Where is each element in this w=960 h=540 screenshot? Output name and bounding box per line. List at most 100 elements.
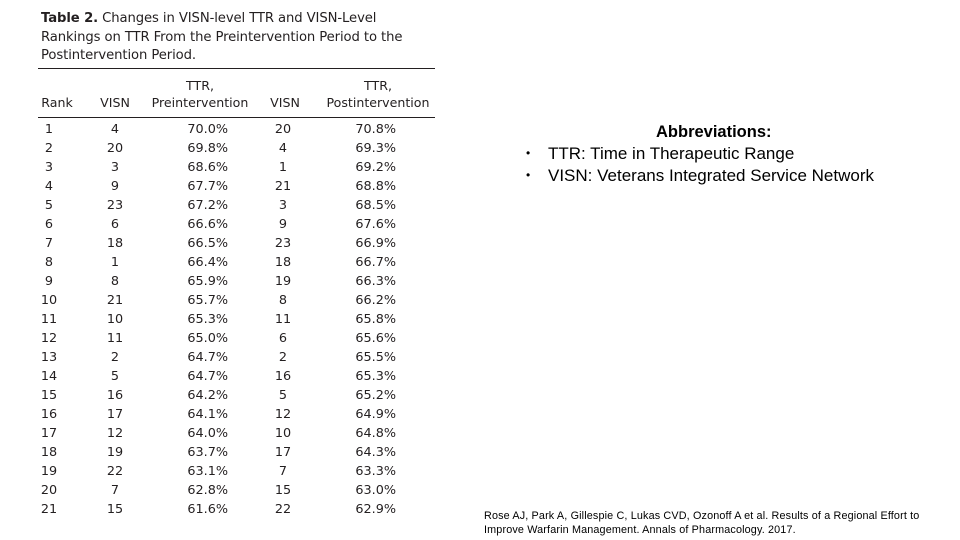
- cell-ttr-post: 68.8%: [355, 179, 396, 194]
- cell-visn-post: 9: [278, 217, 288, 232]
- cell-ttr-post: 66.9%: [355, 236, 396, 251]
- cell-visn-post: 17: [274, 445, 292, 460]
- cell-visn-pre: 17: [106, 407, 124, 422]
- table-row: 7 18 66.5% 23 66.9%: [38, 234, 435, 253]
- table-row: 16 17 64.1% 12 64.9%: [38, 405, 435, 424]
- cell-visn-post: 15: [274, 483, 292, 498]
- cell-ttr-pre: 61.6%: [187, 502, 228, 517]
- cell-rank: 20: [40, 483, 58, 498]
- cell-visn-post: 12: [274, 407, 292, 422]
- cell-rank: 4: [44, 179, 54, 194]
- cell-ttr-post: 65.6%: [355, 331, 396, 346]
- cell-rank: 19: [40, 464, 58, 479]
- cell-visn-pre: 12: [106, 426, 124, 441]
- cell-ttr-post: 62.9%: [355, 502, 396, 517]
- table-row: 9 8 65.9% 19 66.3%: [38, 272, 435, 291]
- cell-rank: 11: [40, 312, 58, 327]
- cell-ttr-post: 64.8%: [355, 426, 396, 441]
- cell-visn-pre: 8: [110, 274, 120, 289]
- cell-ttr-pre: 64.2%: [187, 388, 228, 403]
- cell-ttr-pre: 67.2%: [187, 198, 228, 213]
- table-row: 19 22 63.1% 7 63.3%: [38, 462, 435, 481]
- cell-visn-post: 11: [274, 312, 292, 327]
- cell-ttr-pre: 69.8%: [187, 141, 228, 156]
- cell-visn-post: 1: [278, 160, 288, 175]
- cell-visn-post: 3: [278, 198, 288, 213]
- cell-visn-pre: 11: [106, 331, 124, 346]
- table-row: 4 9 67.7% 21 68.8%: [38, 177, 435, 196]
- cell-visn-post: 6: [278, 331, 288, 346]
- header-ttr-post: TTR, Postintervention: [322, 77, 434, 111]
- cell-visn-post: 20: [274, 122, 292, 137]
- cell-ttr-pre: 65.0%: [187, 331, 228, 346]
- cell-visn-pre: 10: [106, 312, 124, 327]
- cell-ttr-post: 65.8%: [355, 312, 396, 327]
- cell-ttr-post: 66.7%: [355, 255, 396, 270]
- table-row: 17 12 64.0% 10 64.8%: [38, 424, 435, 443]
- table-row: 6 6 66.6% 9 67.6%: [38, 215, 435, 234]
- cell-visn-post: 18: [274, 255, 292, 270]
- cell-ttr-pre: 63.7%: [187, 445, 228, 460]
- cell-visn-post: 23: [274, 236, 292, 251]
- cell-ttr-pre: 65.3%: [187, 312, 228, 327]
- cell-ttr-pre: 65.7%: [187, 293, 228, 308]
- table-row: 5 23 67.2% 3 68.5%: [38, 196, 435, 215]
- cell-ttr-pre: 64.1%: [187, 407, 228, 422]
- cell-ttr-post: 63.3%: [355, 464, 396, 479]
- header-ttr-pre: TTR, Preintervention: [146, 77, 254, 111]
- cell-ttr-pre: 64.7%: [187, 369, 228, 384]
- cell-visn-pre: 7: [110, 483, 120, 498]
- cell-ttr-post: 69.2%: [355, 160, 396, 175]
- cell-ttr-post: 69.3%: [355, 141, 396, 156]
- cell-visn-post: 2: [278, 350, 288, 365]
- table-row: 1 4 70.0% 20 70.8%: [38, 120, 435, 139]
- header-ttr-pre-line2: Preintervention: [151, 95, 249, 110]
- abbreviation-item: • TTR: Time in Therapeutic Range: [526, 143, 874, 165]
- cell-ttr-post: 64.3%: [355, 445, 396, 460]
- cell-ttr-post: 66.3%: [355, 274, 396, 289]
- cell-ttr-post: 67.6%: [355, 217, 396, 232]
- header-ttr-post-line2: Postintervention: [326, 95, 430, 110]
- cell-ttr-post: 70.8%: [355, 122, 396, 137]
- table-row: 20 7 62.8% 15 63.0%: [38, 481, 435, 500]
- cell-visn-post: 8: [278, 293, 288, 308]
- cell-visn-pre: 5: [110, 369, 120, 384]
- cell-visn-pre: 4: [110, 122, 120, 137]
- cell-rank: 17: [40, 426, 58, 441]
- table-row: 3 3 68.6% 1 69.2%: [38, 158, 435, 177]
- table-caption: Table 2. Changes in VISN-level TTR and V…: [41, 10, 436, 66]
- cell-visn-pre: 9: [110, 179, 120, 194]
- cell-ttr-post: 65.2%: [355, 388, 396, 403]
- cell-visn-pre: 16: [106, 388, 124, 403]
- cell-ttr-pre: 64.7%: [187, 350, 228, 365]
- cell-ttr-pre: 65.9%: [187, 274, 228, 289]
- cell-ttr-pre: 64.0%: [187, 426, 228, 441]
- cell-ttr-post: 66.2%: [355, 293, 396, 308]
- header-rank: Rank: [41, 95, 73, 110]
- cell-ttr-pre: 63.1%: [187, 464, 228, 479]
- abbreviation-text: TTR: Time in Therapeutic Range: [548, 144, 795, 163]
- cell-visn-post: 22: [274, 502, 292, 517]
- header-ttr-post-line1: TTR,: [364, 78, 392, 93]
- table-figure: Table 2. Changes in VISN-level TTR and V…: [38, 8, 438, 536]
- table-row: 11 10 65.3% 11 65.8%: [38, 310, 435, 329]
- cell-rank: 5: [44, 198, 54, 213]
- cell-ttr-pre: 66.4%: [187, 255, 228, 270]
- table-row: 8 1 66.4% 18 66.7%: [38, 253, 435, 272]
- cell-visn-post: 7: [278, 464, 288, 479]
- cell-rank: 13: [40, 350, 58, 365]
- cell-rank: 16: [40, 407, 58, 422]
- cell-visn-pre: 20: [106, 141, 124, 156]
- cell-ttr-pre: 62.8%: [187, 483, 228, 498]
- cell-visn-post: 21: [274, 179, 292, 194]
- cell-rank: 7: [44, 236, 54, 251]
- cell-visn-pre: 15: [106, 502, 124, 517]
- table-header-rule: [38, 117, 435, 118]
- cell-visn-pre: 23: [106, 198, 124, 213]
- cell-rank: 18: [40, 445, 58, 460]
- cell-rank: 21: [40, 502, 58, 517]
- table-row: 13 2 64.7% 2 65.5%: [38, 348, 435, 367]
- table-row: 21 15 61.6% 22 62.9%: [38, 500, 435, 519]
- abbreviations-title: Abbreviations:: [656, 123, 772, 141]
- header-visn-post: VISN: [270, 95, 300, 110]
